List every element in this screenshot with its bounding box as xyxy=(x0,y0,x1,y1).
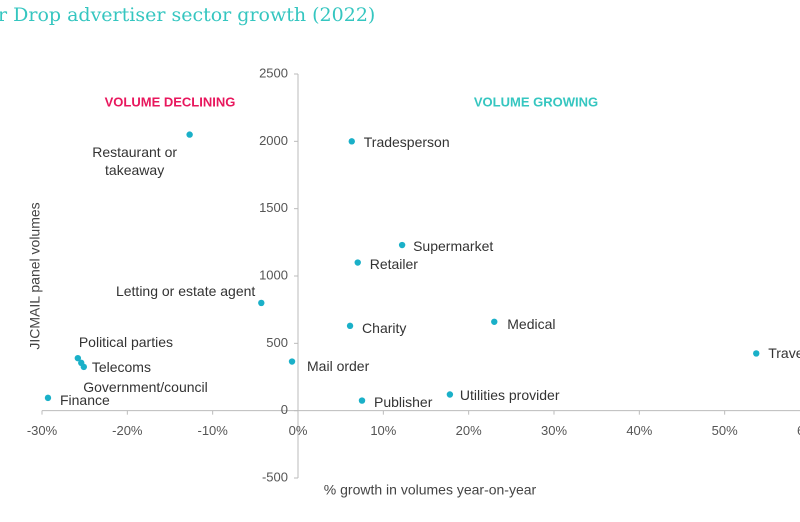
annotation: VOLUME GROWING xyxy=(474,94,598,109)
x-tick-label: 50% xyxy=(712,423,738,438)
annotation: VOLUME DECLINING xyxy=(105,94,236,109)
point-label: Travel xyxy=(768,345,800,362)
point-label: Political parties xyxy=(78,334,173,351)
point xyxy=(446,391,454,398)
point xyxy=(80,363,88,371)
point xyxy=(346,322,354,330)
x-tick-label: -20% xyxy=(112,423,143,438)
point xyxy=(753,350,760,357)
point-label: Medical xyxy=(507,315,556,332)
y-tick-label: 1500 xyxy=(259,200,288,215)
x-tick-label: 40% xyxy=(626,423,652,438)
y-tick-label: 1000 xyxy=(259,267,288,282)
point xyxy=(258,299,265,307)
x-tick-label: 0% xyxy=(289,423,308,438)
x-axis-label: % growth in volumes year-on-year xyxy=(324,482,537,498)
y-tick-label: 0 xyxy=(281,402,288,417)
x-tick-label: -30% xyxy=(27,423,58,438)
point-label: Publisher xyxy=(374,393,433,410)
y-tick-label: 2000 xyxy=(259,133,288,148)
point xyxy=(186,131,193,138)
point xyxy=(358,397,366,404)
x-tick-label: 30% xyxy=(541,423,567,438)
point-label: Utilities provider xyxy=(459,386,560,403)
point xyxy=(398,241,406,249)
point-label: Restaurant or takeaway xyxy=(92,143,178,178)
point-label: Tradesperson xyxy=(363,134,450,151)
point xyxy=(348,138,355,145)
point xyxy=(354,259,361,266)
point xyxy=(44,394,52,402)
y-tick-label: 500 xyxy=(266,335,288,350)
point xyxy=(74,354,82,362)
point-label: Finance xyxy=(59,391,110,408)
point-label: Letting or estate agent xyxy=(115,282,256,299)
x-tick-label: -10% xyxy=(197,423,228,438)
point xyxy=(491,318,498,325)
point-label: Mail order xyxy=(307,357,370,374)
y-tick-label: 2500 xyxy=(259,65,288,80)
x-tick-label: 10% xyxy=(370,423,396,438)
point-label: Government/council xyxy=(83,378,208,395)
y-axis-label: JICMAIL panel volumes xyxy=(27,202,43,349)
point-label: Retailer xyxy=(369,255,418,272)
point-label: Telecoms xyxy=(91,358,151,375)
x-tick-label: 60% xyxy=(797,423,800,438)
chart-title: r Drop advertiser sector growth (2022) xyxy=(0,4,376,26)
x-tick-label: 20% xyxy=(456,423,482,438)
point xyxy=(288,358,296,365)
y-tick-label: -500 xyxy=(262,469,288,484)
point-label: Charity xyxy=(362,319,407,336)
point-label: Supermarket xyxy=(413,238,494,255)
